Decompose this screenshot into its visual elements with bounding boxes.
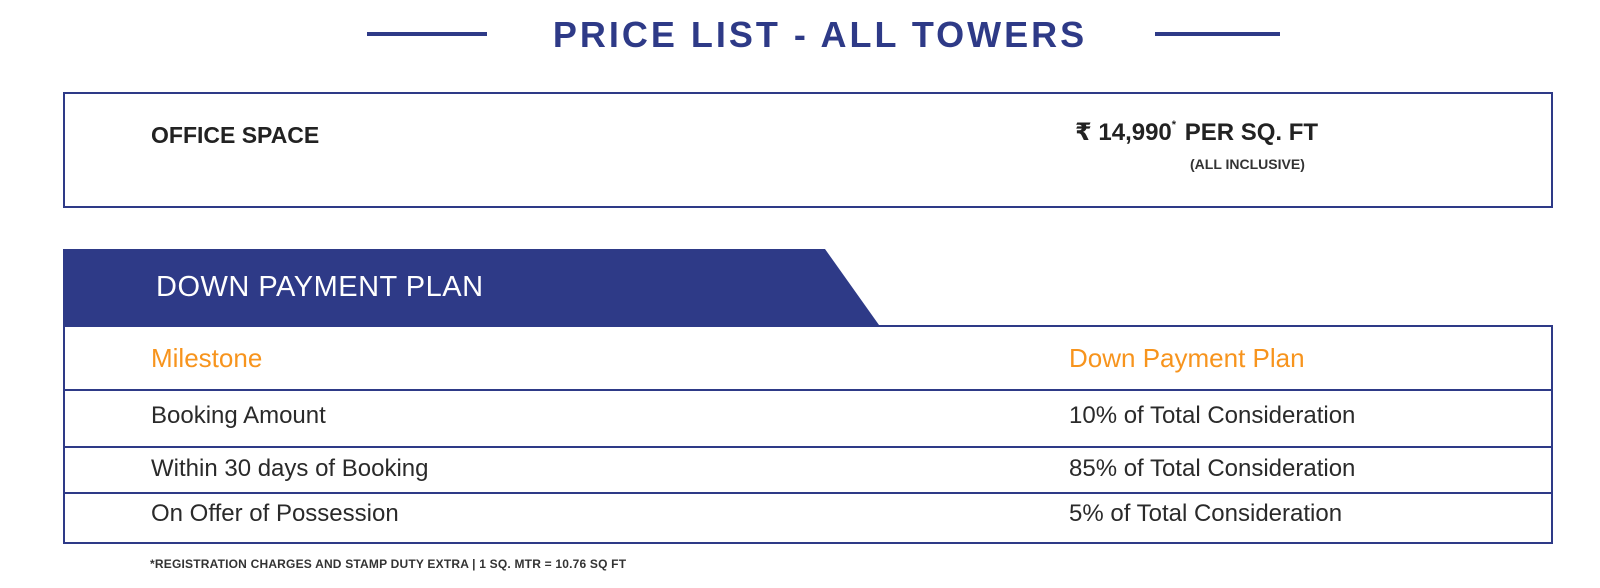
footnote: *REGISTRATION CHARGES AND STAMP DUTY EXT… [150, 557, 627, 571]
payment-cell: 85% of Total Consideration [1069, 455, 1356, 482]
price-unit: PER SQ. FT [1184, 119, 1319, 146]
table-row: Within 30 days of Booking 85% of Total C… [65, 448, 1551, 494]
price-asterisk: * [1171, 119, 1177, 131]
page-header: PRICE LIST - ALL TOWERS [0, 10, 1600, 60]
milestone-cell: On Offer of Possession [151, 500, 399, 527]
payment-cell: 10% of Total Consideration [1069, 402, 1356, 429]
currency-symbol: ₹ [1075, 119, 1092, 146]
price-value: 14,990 [1098, 119, 1172, 146]
table-row: Booking Amount 10% of Total Consideratio… [65, 391, 1551, 448]
table-row: On Offer of Possession 5% of Total Consi… [65, 494, 1551, 542]
price-note: (ALL INCLUSIVE) [1190, 156, 1305, 172]
title-rule-left [367, 32, 487, 36]
down-payment-banner-title: DOWN PAYMENT PLAN [156, 271, 484, 303]
title-rule-right [1155, 32, 1280, 36]
milestone-cell: Within 30 days of Booking [151, 455, 429, 482]
payment-cell: 5% of Total Consideration [1069, 500, 1343, 527]
down-payment-banner: DOWN PAYMENT PLAN [63, 249, 879, 325]
page-title: PRICE LIST - ALL TOWERS [552, 14, 1088, 55]
milestone-cell: Booking Amount [151, 402, 326, 429]
down-payment-table: Milestone Down Payment Plan Booking Amou… [63, 325, 1553, 544]
column-header-milestone: Milestone [151, 343, 263, 373]
table-header-row: Milestone Down Payment Plan [65, 327, 1551, 391]
office-space-label: OFFICE SPACE [151, 122, 320, 148]
office-space-box: OFFICE SPACE ₹ 14,990* PER SQ. FT (ALL I… [63, 92, 1553, 208]
column-header-payment: Down Payment Plan [1069, 343, 1305, 373]
office-space-price: ₹ 14,990* PER SQ. FT [1075, 118, 1318, 147]
